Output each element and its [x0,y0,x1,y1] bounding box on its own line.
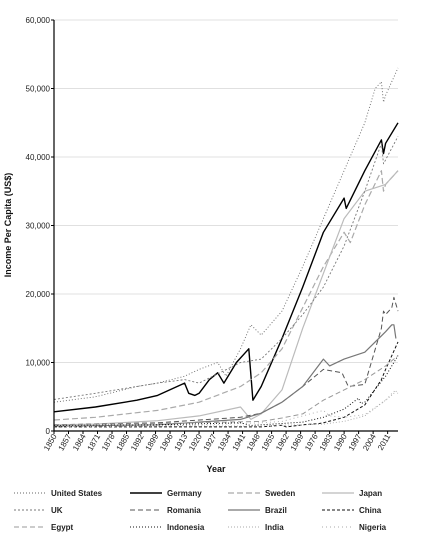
x-tick-label: 2004 [361,432,378,452]
x-tick-label: 1892 [129,432,146,452]
y-ticks: 0 10,000 20,000 30,000 40,000 50,000 60,000 [26,16,54,436]
x-tick-label: 1990 [332,432,349,452]
legend-label-romania: Romania [167,506,201,515]
x-tick-label: 1899 [144,432,161,452]
x-tick-label: 1962 [274,432,291,452]
x-tick-label: 1920 [187,432,204,452]
y-tick-label: 50,000 [26,85,51,94]
series-line-germany [53,122,399,413]
x-tick-label: 1955 [260,432,277,452]
legend-label-china: China [359,506,382,515]
legend-label-india: India [265,523,284,532]
x-tick-label: 1927 [202,432,219,452]
series-line-sweden [53,170,399,421]
y-tick-label: 0 [46,427,51,436]
y-tick-label: 40,000 [26,153,51,162]
x-tick-label: 1864 [71,432,88,452]
series-line-united-states [53,67,399,403]
legend-label-germany: Germany [167,489,202,498]
x-tick-label: 1857 [57,432,74,452]
x-tick-label: 1878 [100,432,117,452]
x-tick-label: 1913 [173,432,190,452]
x-tick-label: 1871 [86,432,103,452]
series-line-japan [53,170,399,426]
y-tick-label: 30,000 [26,222,51,231]
x-tick-label: 1948 [245,432,262,452]
legend-label-uk: UK [51,506,63,515]
y-tick-label: 20,000 [26,290,51,299]
series-line-india [53,389,399,427]
x-tick-label: 1885 [115,432,132,452]
series-line-brazil [53,324,397,427]
series-line-indonesia [53,355,399,426]
x-tick-label: 1983 [318,432,335,452]
series-line-china [54,341,399,428]
legend-label-united-states: United States [51,489,103,498]
y-axis-title: Income Per Capita (US$) [3,173,13,278]
y-tick-label: 60,000 [26,16,51,25]
legend-label-japan: Japan [359,489,382,498]
x-tick-label: 1997 [347,432,364,452]
y-tick-label: 10,000 [26,359,51,368]
x-tick-label: 2011 [376,432,393,452]
series-line-egypt [53,355,399,426]
legend: United States Germany Sweden Japan UK Romania… [14,489,387,532]
x-tick-label: 1969 [289,432,306,452]
legend-label-egypt: Egypt [51,523,74,532]
x-ticks: 1850185718641871187818851892189919061913… [42,431,393,452]
x-tick-label: 1906 [158,432,175,452]
legend-label-sweden: Sweden [265,489,295,498]
x-tick-label: 1934 [216,432,233,452]
x-tick-label: 1976 [303,432,320,452]
legend-label-indonesia: Indonesia [167,523,205,532]
x-axis-title: Year [206,464,226,474]
x-tick-label: 1941 [231,432,248,452]
series-lines [53,67,399,428]
series-line-romania [53,296,399,426]
legend-label-nigeria: Nigeria [359,523,387,532]
gridlines [54,19,398,363]
series-line-nigeria [53,390,399,428]
series-line-uk [53,136,399,400]
legend-label-brazil: Brazil [265,506,287,515]
